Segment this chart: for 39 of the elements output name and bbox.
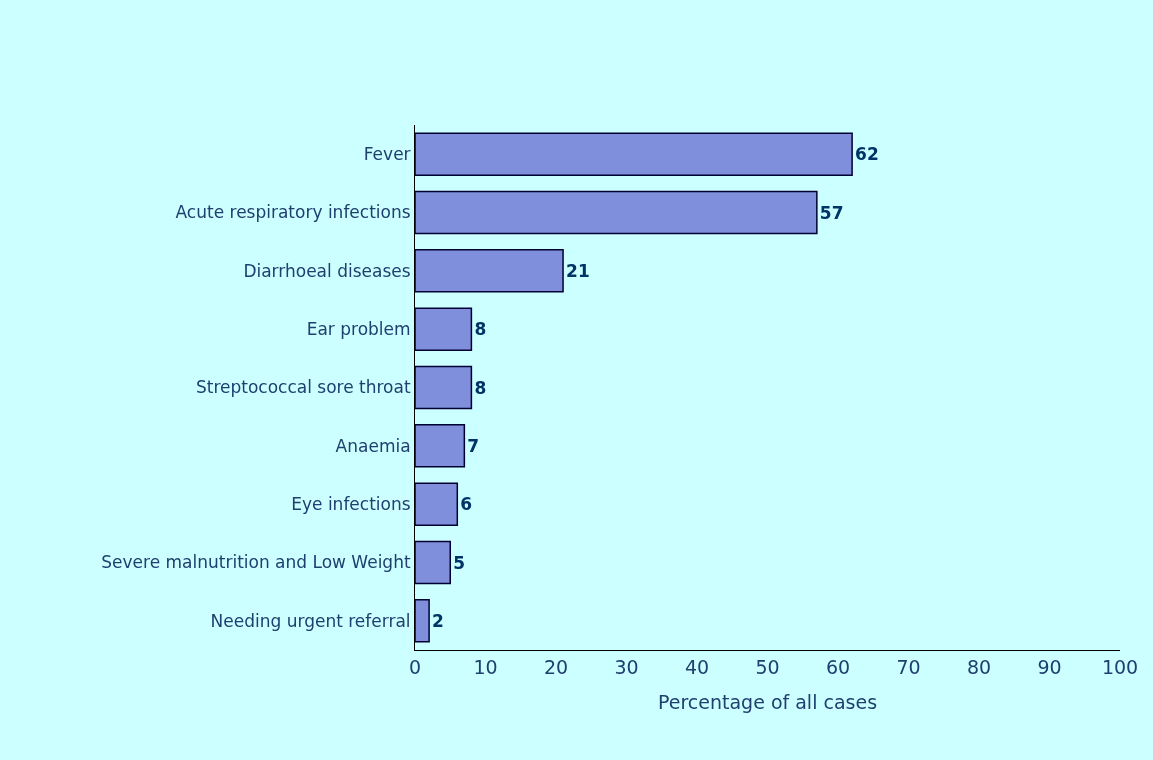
data-label: 21 xyxy=(566,260,590,281)
data-label: 8 xyxy=(474,319,487,340)
x-tick-label: 90 xyxy=(1037,655,1062,678)
bar xyxy=(415,482,459,526)
data-label: 62 xyxy=(855,144,879,165)
bar xyxy=(415,249,564,293)
y-tick-label: Severe malnutrition and Low Weight xyxy=(101,552,411,573)
x-tick-label: 0 xyxy=(408,655,422,678)
y-tick-label: Needing urgent referral xyxy=(210,610,411,631)
x-tick-label: 10 xyxy=(473,655,498,678)
data-label: 7 xyxy=(467,435,480,456)
data-label: 57 xyxy=(819,202,844,223)
y-tick-label: Diarrhoeal diseases xyxy=(243,260,411,281)
x-tick-label: 80 xyxy=(966,655,992,678)
bar xyxy=(415,599,430,643)
y-tick-label: Ear problem xyxy=(306,319,411,340)
data-label: 2 xyxy=(432,610,444,631)
bar xyxy=(415,307,473,351)
x-tick-label: 100 xyxy=(1101,655,1139,678)
y-tick-label: Anaemia xyxy=(335,435,411,456)
y-tick-label: Fever xyxy=(363,144,411,165)
data-label: 6 xyxy=(460,494,473,515)
y-tick-label: Acute respiratory infections xyxy=(175,202,411,223)
x-tick-label: 20 xyxy=(543,655,569,678)
bar xyxy=(415,540,451,585)
x-axis-title: Percentage of all cases xyxy=(657,690,878,713)
x-tick-label: 50 xyxy=(755,655,780,678)
y-tick-label: Eye infections xyxy=(291,494,411,515)
data-label: 8 xyxy=(474,377,487,398)
bar xyxy=(415,424,466,468)
bar xyxy=(415,132,853,176)
y-tick-label: Streptococcal sore throat xyxy=(195,377,411,398)
x-tick-label: 40 xyxy=(684,655,710,678)
x-tick-label: 60 xyxy=(825,655,851,678)
x-tick-label: 70 xyxy=(896,655,921,678)
bar xyxy=(415,190,818,235)
bar xyxy=(415,365,473,410)
data-label: 5 xyxy=(453,552,466,573)
x-tick-label: 30 xyxy=(614,655,639,678)
